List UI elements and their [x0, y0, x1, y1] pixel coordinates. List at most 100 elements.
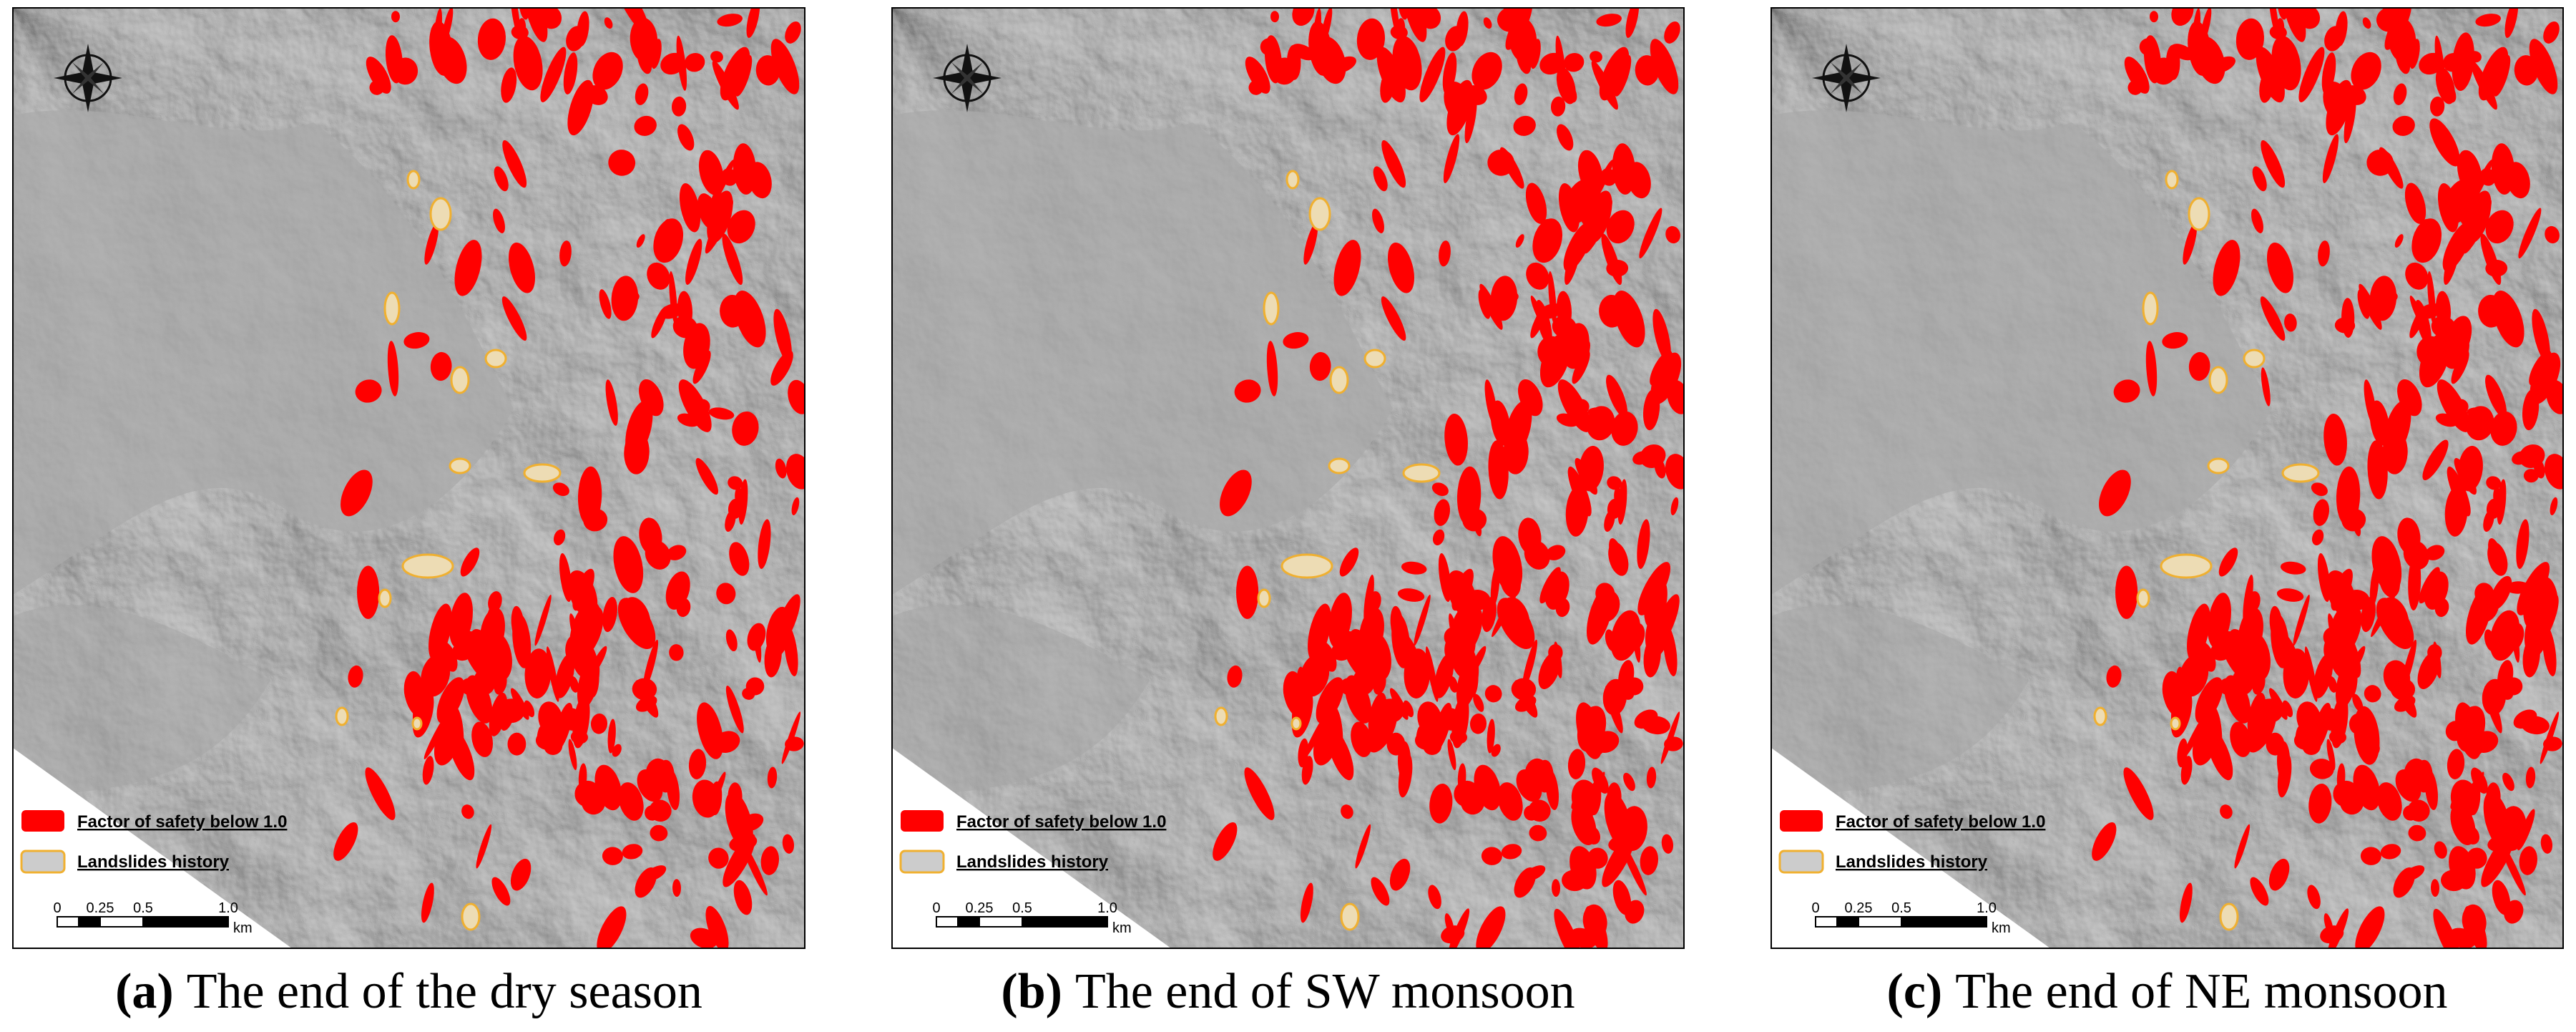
unstable-area [1454, 780, 1480, 807]
unstable-area [348, 665, 363, 688]
landslide-history [383, 291, 401, 326]
unstable-area [688, 749, 707, 779]
map-corner [13, 748, 292, 948]
unstable-area [2416, 336, 2445, 368]
legend-swatch [899, 850, 945, 874]
unstable-area [612, 744, 622, 757]
unstable-area [2280, 561, 2306, 575]
unstable-area [678, 379, 712, 432]
unstable-area [387, 341, 399, 396]
unstable-area [2115, 565, 2138, 619]
unstable-area [430, 351, 452, 381]
unstable-area [1623, 772, 1635, 792]
unstable-area [2246, 706, 2276, 753]
unstable-area [2284, 313, 2297, 332]
unstable-area [1451, 568, 1474, 611]
unstable-area [1270, 11, 1279, 23]
unstable-area [739, 813, 764, 832]
unstable-area [2393, 867, 2416, 898]
unstable-area [1434, 653, 1454, 698]
unstable-area [2433, 641, 2442, 678]
legend-swatch [1778, 850, 1824, 874]
unstable-area [2335, 11, 2348, 47]
unstable-area [2371, 588, 2397, 638]
unstable-area [697, 193, 719, 230]
unstable-area [2393, 83, 2407, 105]
caption-text: The end of SW monsoon [1075, 964, 1575, 1019]
unstable-area [1331, 642, 1352, 661]
unstable-area [2277, 754, 2292, 798]
unstable-area [2182, 709, 2210, 759]
unstable-area [2210, 642, 2231, 661]
unstable-area [1606, 259, 1629, 277]
unstable-area [1577, 340, 1590, 366]
unstable-area [604, 17, 613, 29]
scale-segment [1858, 916, 1902, 928]
unstable-area [2485, 374, 2507, 418]
unstable-area [516, 18, 527, 40]
unstable-area [660, 303, 684, 319]
unstable-area [2470, 60, 2497, 110]
scale-segment [142, 916, 229, 928]
unstable-area [1227, 665, 1243, 688]
unstable-area [508, 242, 536, 293]
unstable-area [1449, 730, 1467, 744]
unstable-area [391, 11, 400, 23]
unstable-area [1537, 336, 1566, 368]
map-area [1771, 8, 2563, 948]
unstable-area [1643, 636, 1661, 678]
panel-tag: (c) [1887, 964, 1943, 1019]
unstable-area [773, 594, 800, 650]
unstable-area [1526, 262, 1549, 290]
unstable-area [1514, 83, 1528, 105]
unstable-area [1552, 316, 1577, 339]
compass [933, 44, 1001, 112]
unstable-area [2145, 341, 2158, 396]
landslide-history [2208, 366, 2228, 394]
unstable-area [2452, 32, 2474, 92]
unstable-area [1515, 234, 1524, 248]
unstable-area [2165, 44, 2180, 80]
unstable-area [630, 17, 658, 62]
unstable-area [403, 332, 430, 349]
unstable-area [534, 594, 552, 646]
unstable-area [714, 731, 740, 753]
plain [892, 110, 1393, 595]
unstable-area [727, 210, 755, 244]
unstable-area [2206, 714, 2217, 747]
unstable-area [781, 711, 801, 764]
unstable-area [2359, 283, 2382, 330]
unstable-area [2550, 497, 2558, 516]
scale-label: 0.5 [1012, 900, 1032, 916]
unstable-area [2512, 451, 2530, 465]
unstable-area [510, 858, 532, 891]
unstable-area [1644, 578, 1667, 628]
unstable-area [742, 688, 755, 700]
unstable-area [1484, 685, 1502, 703]
unstable-area [1398, 754, 1413, 798]
unstable-area [452, 642, 473, 661]
unstable-area [1554, 641, 1562, 678]
unstable-area [692, 350, 711, 384]
unstable-area [1511, 678, 1537, 701]
unstable-area [577, 11, 589, 47]
unstable-area [676, 598, 691, 618]
unstable-area [2465, 406, 2494, 441]
unstable-area [599, 289, 612, 319]
unstable-area [540, 47, 567, 102]
unstable-area [1600, 168, 1617, 186]
unstable-area [2519, 846, 2538, 875]
unstable-area [2327, 908, 2349, 948]
unstable-area [622, 597, 651, 638]
unstable-area [1462, 655, 1475, 669]
unstable-area [707, 190, 733, 243]
landslide-history [1280, 553, 1333, 579]
unstable-area [639, 379, 664, 417]
unstable-area [657, 759, 675, 793]
unstable-area [782, 834, 795, 854]
unstable-area [539, 8, 562, 29]
unstable-area [618, 782, 644, 821]
unstable-area [669, 644, 684, 661]
unstable-area [2513, 709, 2537, 729]
unstable-area [650, 824, 668, 842]
